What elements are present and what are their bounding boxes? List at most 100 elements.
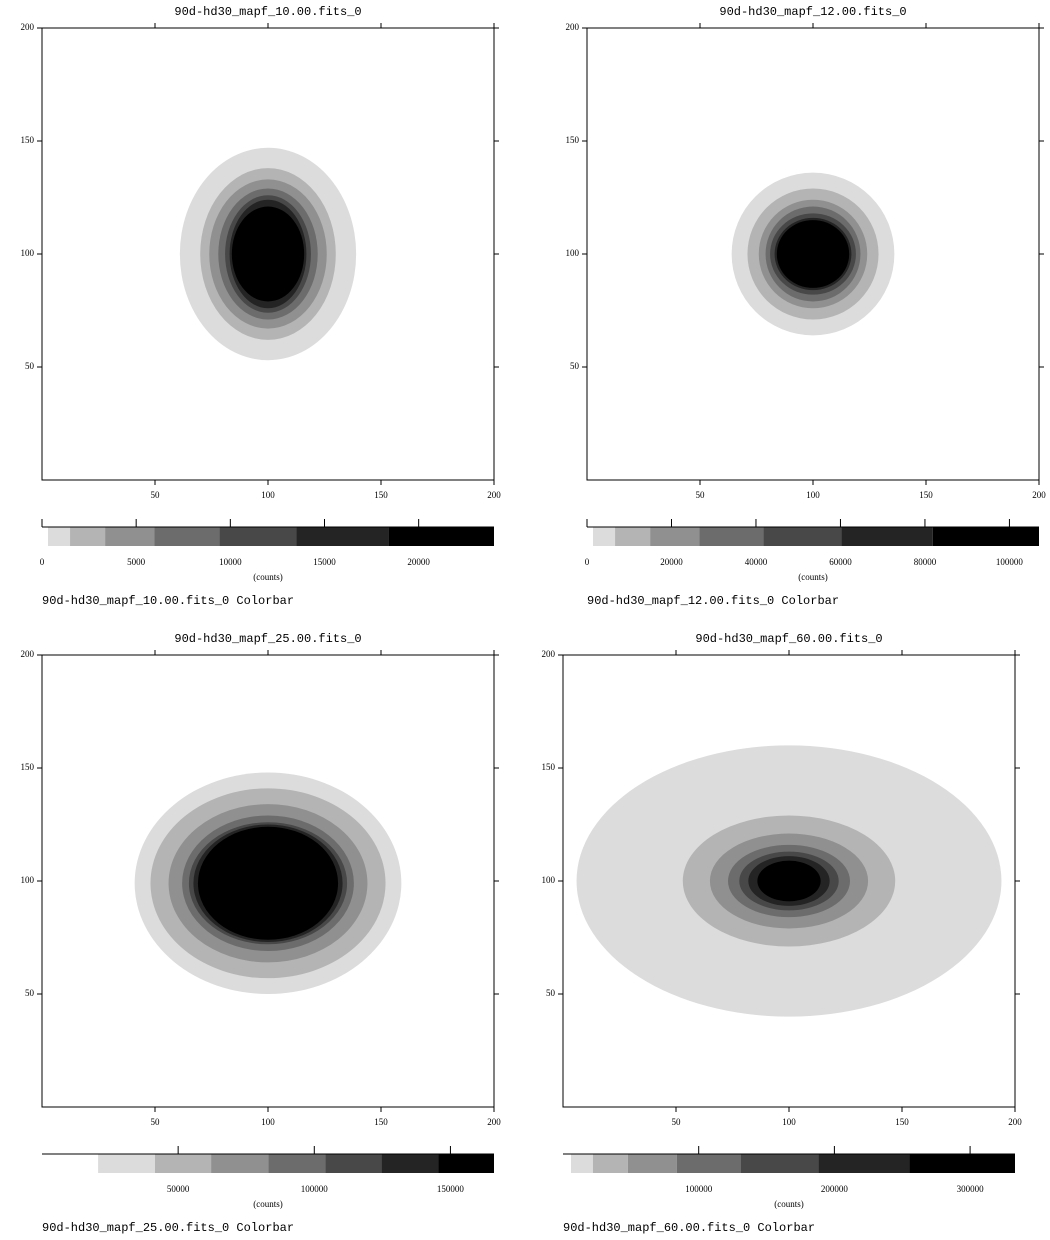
colorbar-bin: [563, 1154, 571, 1173]
x-tick-label: 150: [374, 490, 388, 500]
colorbar-bin: [381, 1154, 438, 1173]
map: [180, 148, 356, 360]
x-tick-label: 50: [672, 1117, 682, 1127]
colorbar-tick-label: 200000: [821, 1184, 849, 1194]
page: 90d-hd30_mapf_10.00.fits_0 50 100 150 200 50 1…: [0, 0, 1050, 1240]
colorbar-bin: [587, 527, 593, 546]
colorbar-bin: [211, 1154, 268, 1173]
colorbar-tick-label: 50000: [167, 1184, 190, 1194]
contour: [198, 827, 338, 940]
panel: 90d-hd30_mapf_12.00.fits_0 50 100 150 200 50 1…: [566, 5, 1047, 608]
colorbar-bin: [615, 527, 650, 546]
colorbar-bin: [389, 527, 494, 546]
colorbar-bin: [571, 1154, 593, 1173]
y-tick-label: 50: [570, 361, 580, 371]
colorbar-bin: [763, 527, 841, 546]
y-tick-label: 150: [21, 762, 35, 772]
y-tick-label: 150: [566, 135, 580, 145]
x-tick-label: 200: [487, 490, 501, 500]
colorbar-bin: [818, 1154, 909, 1173]
y-tick-label: 100: [21, 248, 35, 258]
colorbar-bin: [593, 1154, 628, 1173]
colorbar-bin: [70, 527, 105, 546]
colorbar-tick-label: 300000: [957, 1184, 985, 1194]
y-tick-label: 150: [21, 135, 35, 145]
colorbar-bin: [933, 527, 1039, 546]
colorbar-tick-label: 100000: [996, 557, 1024, 567]
map: [732, 173, 895, 336]
colorbar-bin: [296, 527, 388, 546]
colorbar-tick-label: 150000: [437, 1184, 465, 1194]
x-tick-label: 50: [151, 1117, 161, 1127]
colorbar-bin: [42, 1154, 98, 1173]
x-tick-label: 150: [374, 1117, 388, 1127]
colorbar-bin: [909, 1154, 1015, 1173]
colorbar-bin: [699, 527, 763, 546]
y-tick-label: 50: [25, 988, 35, 998]
x-tick-label: 50: [696, 490, 706, 500]
colorbar-tick-label: 0: [585, 557, 590, 567]
colorbar-bin: [438, 1154, 494, 1173]
y-tick-label: 100: [566, 248, 580, 258]
colorbar-label: (counts): [253, 572, 283, 582]
colorbar-bin: [650, 527, 699, 546]
x-tick-label: 150: [919, 490, 933, 500]
contour: [777, 220, 849, 288]
y-tick-label: 50: [546, 988, 556, 998]
x-tick-label: 200: [1008, 1117, 1022, 1127]
colorbar-bin: [105, 527, 154, 546]
colorbar-bin: [155, 1154, 211, 1173]
map: [135, 773, 402, 994]
colorbar-bin: [42, 527, 48, 546]
y-tick-label: 100: [21, 875, 35, 885]
colorbar-tick-label: 20000: [660, 557, 683, 567]
y-tick-label: 100: [542, 875, 556, 885]
colorbar-tick-label: 0: [40, 557, 45, 567]
y-tick-label: 200: [566, 22, 580, 32]
y-tick-label: 50: [25, 361, 35, 371]
plot-title: 90d-hd30_mapf_25.00.fits_0: [174, 632, 361, 646]
colorbar-bin: [219, 527, 296, 546]
x-tick-label: 200: [1032, 490, 1046, 500]
colorbar-bin: [48, 527, 70, 546]
colorbar-title: 90d-hd30_mapf_10.00.fits_0 Colorbar: [42, 594, 294, 608]
colorbar-tick-label: 15000: [313, 557, 336, 567]
contour: [232, 207, 304, 302]
map: [577, 745, 1002, 1016]
panel: 90d-hd30_mapf_60.00.fits_0 50 100 150 200 50 1…: [542, 632, 1023, 1235]
colorbar-tick-label: 20000: [407, 557, 430, 567]
colorbar-bin: [628, 1154, 677, 1173]
colorbar-label: (counts): [253, 1199, 283, 1209]
colorbar-tick-label: 10000: [219, 557, 242, 567]
y-tick-label: 200: [542, 649, 556, 659]
colorbar-tick-label: 100000: [685, 1184, 713, 1194]
colorbar-tick-label: 40000: [745, 557, 768, 567]
colorbar-bin: [325, 1154, 381, 1173]
y-tick-label: 200: [21, 649, 35, 659]
panel: 90d-hd30_mapf_25.00.fits_0 50 100 150 200 50 1…: [21, 632, 502, 1235]
colorbar-tick-label: 80000: [914, 557, 937, 567]
contour: [757, 861, 820, 902]
colorbar-tick-label: 100000: [301, 1184, 329, 1194]
x-tick-label: 100: [806, 490, 820, 500]
plot-title: 90d-hd30_mapf_12.00.fits_0: [719, 5, 906, 19]
colorbar-title: 90d-hd30_mapf_25.00.fits_0 Colorbar: [42, 1221, 294, 1235]
colorbar-bin: [593, 527, 615, 546]
y-tick-label: 150: [542, 762, 556, 772]
colorbar-bin: [842, 527, 933, 546]
y-tick-label: 200: [21, 22, 35, 32]
colorbar-bin: [154, 527, 219, 546]
plot-title: 90d-hd30_mapf_60.00.fits_0: [695, 632, 882, 646]
x-tick-label: 150: [895, 1117, 909, 1127]
colorbar-bin: [741, 1154, 819, 1173]
colorbar-title: 90d-hd30_mapf_12.00.fits_0 Colorbar: [587, 594, 839, 608]
colorbar-bin: [268, 1154, 325, 1173]
colorbar-bin: [677, 1154, 741, 1173]
x-tick-label: 200: [487, 1117, 501, 1127]
colorbar-tick-label: 5000: [127, 557, 146, 567]
panel: 90d-hd30_mapf_10.00.fits_0 50 100 150 200 50 1…: [21, 5, 502, 608]
x-tick-label: 100: [261, 490, 275, 500]
x-tick-label: 50: [151, 490, 161, 500]
plot-title: 90d-hd30_mapf_10.00.fits_0: [174, 5, 361, 19]
colorbar-title: 90d-hd30_mapf_60.00.fits_0 Colorbar: [563, 1221, 815, 1235]
